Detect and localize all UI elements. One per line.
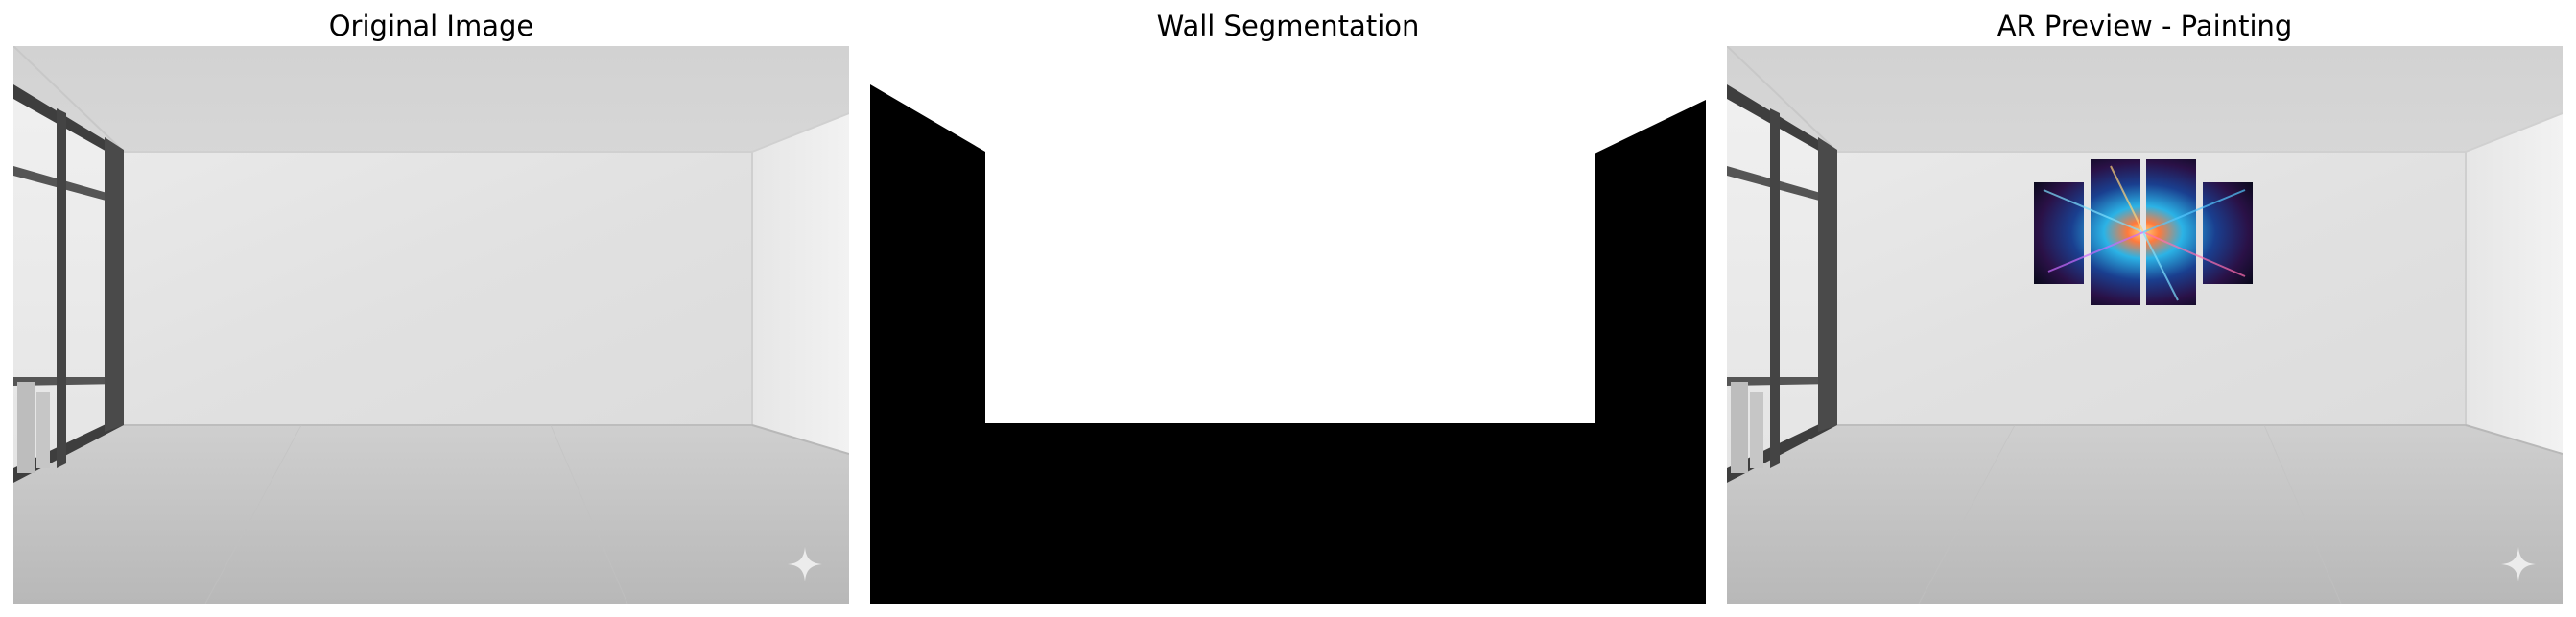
segmentation-mask xyxy=(870,46,1706,604)
ar-preview xyxy=(1727,46,2563,604)
room-photo xyxy=(13,46,849,604)
sparkle-icon xyxy=(788,547,822,581)
panel-title-original: Original Image xyxy=(328,10,534,42)
room-photo-with-painting xyxy=(1727,46,2563,604)
wall-mask xyxy=(870,46,1706,604)
original-image xyxy=(13,46,849,604)
painting xyxy=(2034,159,2253,305)
panel-title-ar-preview: AR Preview - Painting xyxy=(1997,10,2293,42)
sparkle-icon xyxy=(2501,547,2536,581)
panel-title-segmentation: Wall Segmentation xyxy=(1156,10,1420,42)
